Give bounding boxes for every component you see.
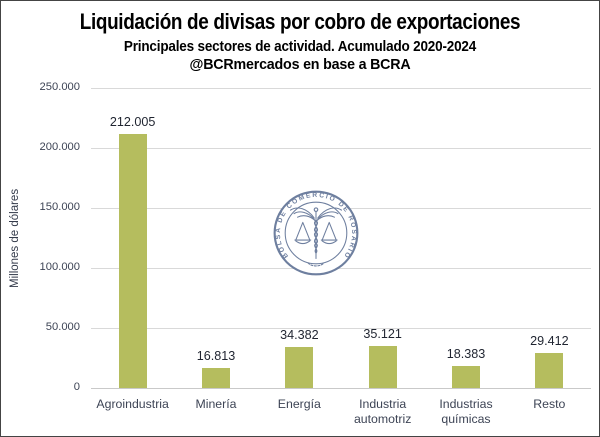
- x-category-label: Resto: [533, 397, 566, 411]
- chart-subtitle: Principales sectores de actividad. Acumu…: [123, 38, 477, 55]
- y-tick-label: 0: [73, 381, 80, 393]
- y-tick-label: 250.000: [39, 81, 80, 93]
- caduceus-wings-icon: [289, 207, 343, 222]
- bar-value-label: 18.383: [446, 346, 486, 361]
- caduceus-staff-icon: [313, 211, 319, 260]
- gridline: [91, 147, 591, 149]
- gridline: [91, 87, 591, 89]
- bar-industrias-qu-micas: [452, 365, 480, 388]
- gridline: [91, 327, 591, 329]
- bar-agroindustria: [118, 133, 147, 388]
- y-tick-label: 200.000: [39, 141, 80, 153]
- logo-seal: BOLSA DE COMERCIO DE ROSARIO: [273, 190, 359, 276]
- logo-bottom-ornament: [307, 262, 325, 267]
- bar-industria-automotriz: [368, 345, 397, 388]
- bar-resto: [535, 352, 564, 388]
- x-category-label: Industria automotriz: [353, 397, 412, 426]
- bar-value-label: 35.121: [363, 326, 402, 341]
- chart-header: Liquidación de divisas por cobro de expo…: [1, 9, 599, 73]
- bar-value-label: 29.412: [530, 333, 569, 348]
- bcr-logo-watermark: BOLSA DE COMERCIO DE ROSARIO: [273, 190, 359, 276]
- y-axis-title: Millones de dólares: [9, 188, 21, 288]
- logo-inner-circle: [284, 201, 348, 265]
- x-category-label: Minería: [195, 397, 237, 411]
- gridline: [91, 267, 591, 269]
- y-tick-label: 50.000: [45, 321, 80, 333]
- y-tick-label: 100.000: [39, 261, 80, 273]
- bar-value-label: 212.005: [109, 114, 156, 129]
- x-category-label: Energía: [277, 397, 321, 411]
- bar-miner-a: [202, 367, 230, 388]
- bar-value-label: 34.382: [280, 327, 319, 342]
- chart-attribution: @BCRmercados en base a BCRA: [189, 56, 411, 73]
- x-category-label: Industrias químicas: [439, 397, 493, 426]
- chart-title: Liquidación de divisas por cobro de expo…: [79, 9, 521, 34]
- gridline: [91, 387, 591, 389]
- x-category-label: Agroindustria: [96, 397, 169, 411]
- y-tick-label: 150.000: [39, 201, 80, 213]
- bar-value-label: 16.813: [196, 348, 236, 363]
- bar-energ-a: [285, 346, 314, 388]
- scales-icon: [294, 221, 338, 245]
